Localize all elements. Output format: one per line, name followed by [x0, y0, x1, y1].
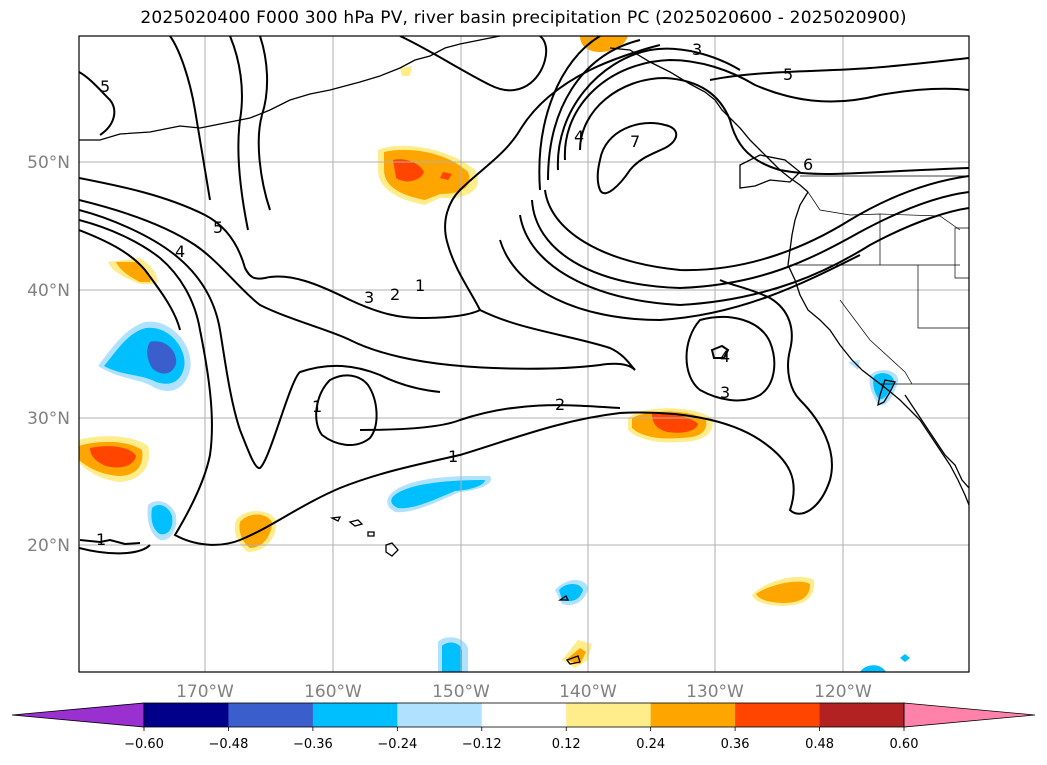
colorbar-tick-label: −0.12	[462, 737, 502, 752]
map-frame	[78, 35, 970, 673]
colorbar-tick-label: −0.48	[209, 737, 249, 752]
colorbar-segment	[144, 703, 229, 727]
map-background	[79, 36, 969, 672]
contour-label: 5	[213, 218, 223, 237]
lon-label: 140°W	[559, 682, 617, 702]
colorbar-tick-label: 0.12	[552, 737, 581, 752]
contour-label: 4	[175, 242, 185, 261]
colorbar-segment	[735, 703, 821, 727]
lon-label: 120°W	[814, 682, 872, 702]
contour-label: 1	[312, 397, 322, 416]
contour-label-group: 1 2 3 4 5 5 1 2 1 1 4 3 4 7 3 5 6	[96, 40, 813, 549]
lat-label: 30°N	[27, 409, 70, 429]
anomaly-positive-blob	[400, 66, 412, 76]
colorbar-segment	[650, 703, 736, 727]
latitude-labels: 50°N 40°N 30°N 20°N	[27, 153, 70, 556]
colorbar-tick-label: 0.60	[890, 737, 919, 752]
contour-label: 3	[692, 40, 702, 59]
pv-contours	[79, 36, 969, 555]
contour-label: 3	[720, 383, 730, 402]
anomaly-negative-blob	[151, 504, 173, 535]
contour-label: 2	[390, 285, 400, 304]
colorbar-segment	[566, 703, 652, 727]
colorbar-outline	[143, 702, 905, 728]
precip-anomaly-layer	[79, 36, 910, 672]
colorbar-segment	[819, 703, 905, 727]
political-borders	[790, 175, 969, 385]
contour-label: 1	[448, 447, 458, 466]
colorbar-segment	[481, 703, 567, 727]
contour-label: 4	[574, 127, 584, 146]
longitude-labels: 170°W 160°W 150°W 140°W 130°W 120°W	[176, 682, 872, 702]
colorbar-tick-label: 0.36	[721, 737, 750, 752]
contour-label: 2	[555, 395, 565, 414]
contour-label: 5	[100, 77, 110, 96]
contour-label: 5	[783, 65, 793, 84]
contour-label: 3	[364, 288, 374, 307]
colorbar-tick-label: 0.48	[805, 737, 834, 752]
contour-label: 6	[803, 155, 813, 174]
anomaly-positive-blob	[239, 514, 272, 548]
colorbar-extension-min	[11, 702, 145, 728]
graticule	[79, 36, 969, 672]
colorbar-segment	[312, 703, 398, 727]
anomaly-positive-blob	[79, 436, 150, 482]
colorbar-tick-label: −0.36	[293, 737, 333, 752]
contour-label: 4	[720, 347, 730, 366]
lon-label: 150°W	[432, 682, 490, 702]
anomaly-negative-blob	[442, 642, 462, 672]
lat-label: 20°N	[27, 536, 70, 556]
colorbar-tick-label: −0.24	[377, 737, 417, 752]
contour-label: 1	[415, 276, 425, 295]
anomaly-negative-blob	[98, 321, 191, 391]
anomaly-positive-blob	[566, 648, 586, 664]
contour-label: 7	[630, 132, 640, 151]
colorbar-segment	[228, 703, 314, 727]
anomaly-negative-blob	[860, 665, 886, 672]
anomaly-negative-blob	[391, 480, 485, 509]
lon-label: 170°W	[176, 682, 234, 702]
colorbar: −0.60 −0.48 −0.36 −0.24 −0.12 0.12 0.24 0.36 0.4…	[11, 702, 1036, 752]
anomaly-positive-blob	[756, 581, 810, 603]
colorbar-tick-label: −0.60	[124, 737, 164, 752]
map-title: 2025020400 F000 300 hPa PV, river basin …	[140, 8, 907, 28]
colorbar-segment	[397, 703, 483, 727]
lat-label: 40°N	[27, 281, 70, 301]
lon-label: 160°W	[304, 682, 362, 702]
lon-label: 130°W	[686, 682, 744, 702]
anomaly-negative-blob	[900, 654, 910, 662]
lat-label: 50°N	[27, 153, 70, 173]
anomaly-negative-blob	[848, 360, 860, 370]
colorbar-tick-label: 0.24	[636, 737, 665, 752]
colorbar-extension-max	[903, 702, 1036, 728]
contour-label: 1	[96, 530, 106, 549]
